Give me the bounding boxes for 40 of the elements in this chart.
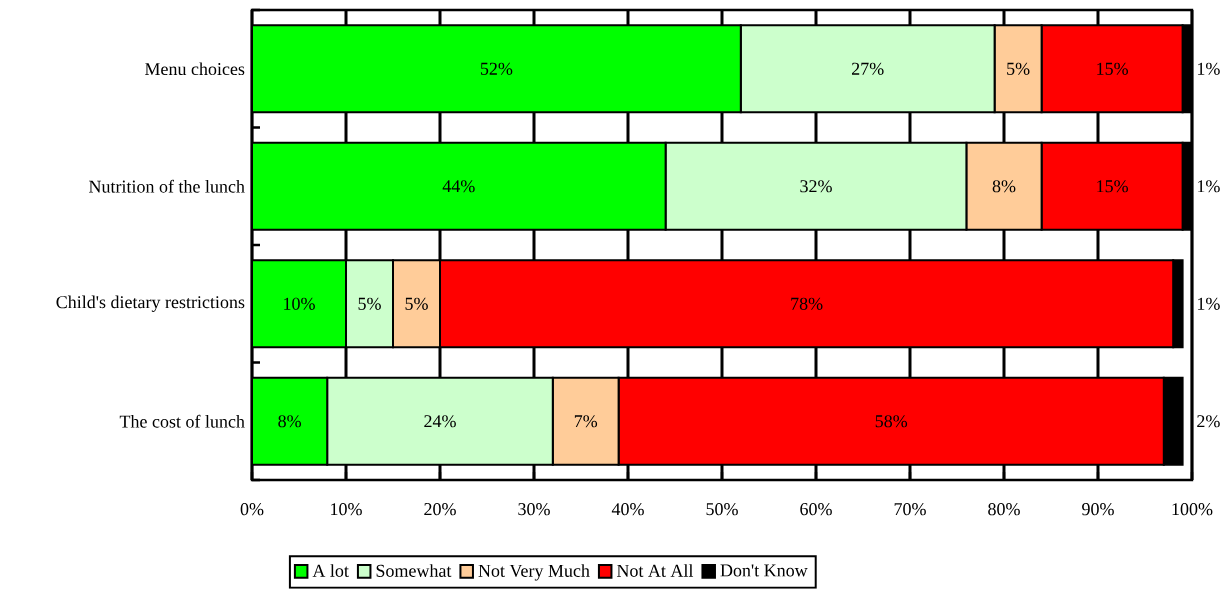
data-label: 8% xyxy=(992,180,1016,193)
y-tick-label: Nutrition of the lunch xyxy=(89,180,245,193)
x-tick-label: 10% xyxy=(331,503,362,516)
x-tick-label: 70% xyxy=(894,503,926,516)
data-label: 10% xyxy=(284,297,315,311)
legend-label: Not At All xyxy=(616,564,694,578)
data-label: 5% xyxy=(405,297,428,311)
data-label: 1% xyxy=(1197,62,1220,76)
legend-label: Somewhat xyxy=(376,564,452,578)
data-label: 58% xyxy=(875,415,908,428)
data-label: 2% xyxy=(1197,415,1220,428)
data-label: 78% xyxy=(791,297,823,311)
data-label: 24% xyxy=(424,415,456,428)
y-tick-label: Child's dietary restrictions xyxy=(56,295,245,313)
legend-label: Don't Know xyxy=(720,564,808,577)
y-tick-label: The cost of lunch xyxy=(119,414,245,428)
x-tick-label: 30% xyxy=(518,503,550,516)
data-label: 7% xyxy=(574,415,598,428)
data-label: 5% xyxy=(358,297,381,311)
legend-label: A lot xyxy=(312,564,349,578)
x-tick-label: 90% xyxy=(1082,503,1114,516)
legend-label: Not Very Much xyxy=(478,564,590,581)
x-tick-label: 0% xyxy=(240,503,264,516)
data-label: 1% xyxy=(1197,297,1220,311)
data-label: 52% xyxy=(480,62,513,76)
x-tick-label: 20% xyxy=(424,503,456,516)
x-tick-label: 50% xyxy=(706,503,738,516)
y-tick-label: Menu choices xyxy=(145,62,245,76)
data-label: 8% xyxy=(278,415,302,428)
data-label: 32% xyxy=(800,180,832,193)
x-tick-label: 40% xyxy=(611,503,644,516)
x-tick-label: 100% xyxy=(1172,503,1213,516)
x-tick-label: 80% xyxy=(988,503,1020,516)
data-label: 15% xyxy=(1097,180,1128,193)
data-label: 27% xyxy=(851,62,884,76)
x-tick-label: 60% xyxy=(800,503,832,516)
data-label: 15% xyxy=(1097,62,1128,76)
data-label: 5% xyxy=(1007,62,1030,76)
data-label: 1% xyxy=(1197,180,1220,193)
data-label: 44% xyxy=(442,180,475,193)
